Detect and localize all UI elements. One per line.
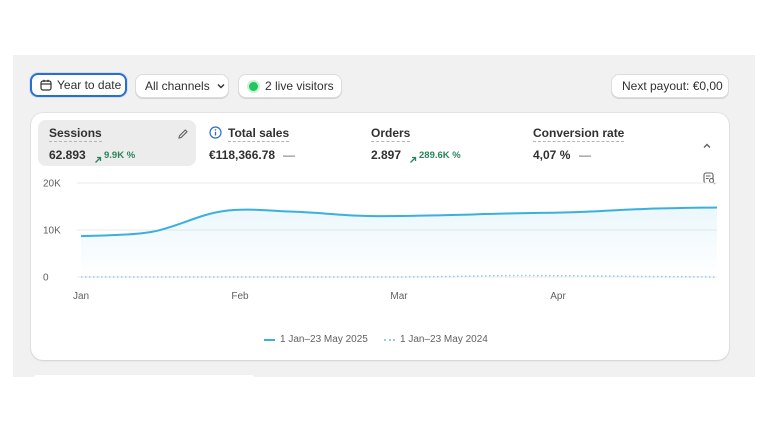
- chevron-down-icon: [216, 81, 226, 91]
- legend-item-previous: 1 Jan–23 May 2024: [384, 334, 488, 345]
- x-tick-label: Apr: [550, 291, 566, 302]
- channels-dropdown[interactable]: All channels: [135, 74, 229, 98]
- legend-label: 1 Jan–23 May 2025: [280, 334, 368, 345]
- trend-up-icon: [94, 151, 102, 169]
- live-visitors-button[interactable]: 2 live visitors: [238, 74, 342, 98]
- live-visitors-label: 2 live visitors: [265, 79, 334, 93]
- metric-orders[interactable]: Orders 2.897 289.6K %: [371, 120, 521, 166]
- x-tick-label: Jan: [73, 291, 89, 302]
- metric-label: Total sales: [228, 126, 290, 142]
- calendar-icon: [40, 79, 52, 91]
- x-tick-label: Feb: [231, 291, 249, 302]
- info-icon[interactable]: [209, 126, 222, 144]
- next-payout-button[interactable]: Next payout: €0,00: [611, 74, 729, 98]
- legend-label: 1 Jan–23 May 2024: [400, 334, 488, 345]
- y-tick-label: 20K: [43, 179, 61, 190]
- x-tick-label: Mar: [390, 291, 408, 302]
- series-line-current: [80, 206, 718, 238]
- y-tick-label: 10K: [43, 226, 61, 237]
- metric-value: 62.893: [49, 148, 86, 162]
- metric-value: 2.897: [371, 148, 402, 162]
- analytics-page: Year to date All channels 2 live visitor…: [13, 55, 755, 379]
- trend-up-icon: [409, 151, 417, 169]
- legend-swatch-dotted: [384, 338, 395, 341]
- metric-value: 4,07 %: [533, 148, 571, 162]
- pencil-icon[interactable]: [177, 127, 189, 145]
- sessions-card: Sessions 62.893 9.9K % Total sales €118,…: [31, 113, 729, 360]
- channels-label: All channels: [145, 79, 210, 93]
- sessions-line-chart: 20K 10K 0 Jan Feb Mar Apr: [43, 179, 718, 302]
- legend-item-current: 1 Jan–23 May 2025: [264, 334, 368, 345]
- metric-conversion-rate[interactable]: Conversion rate 4,07 % —: [533, 120, 683, 166]
- live-status-dot: [249, 81, 258, 91]
- metric-label: Orders: [371, 126, 411, 142]
- chevron-up-icon[interactable]: [702, 138, 712, 156]
- metric-delta: 289.6K %: [419, 150, 461, 161]
- next-payout-label: Next payout: €0,00: [622, 79, 723, 93]
- legend-swatch-solid: [264, 338, 275, 341]
- metric-delta: 9.9K %: [104, 150, 136, 161]
- metric-label: Sessions: [49, 126, 102, 142]
- date-range-button[interactable]: Year to date: [30, 73, 127, 97]
- y-tick-label: 0: [43, 273, 49, 284]
- date-range-label: Year to date: [57, 78, 122, 92]
- metric-sessions[interactable]: Sessions 62.893 9.9K %: [38, 120, 196, 166]
- metric-delta: —: [579, 148, 591, 162]
- metric-total-sales[interactable]: Total sales €118,366.78 —: [209, 120, 359, 166]
- next-card-edge: [33, 375, 255, 379]
- metric-label: Conversion rate: [533, 126, 625, 142]
- metric-value: €118,366.78: [209, 148, 276, 162]
- metric-delta: —: [283, 148, 295, 162]
- series-area-current: [81, 207, 717, 277]
